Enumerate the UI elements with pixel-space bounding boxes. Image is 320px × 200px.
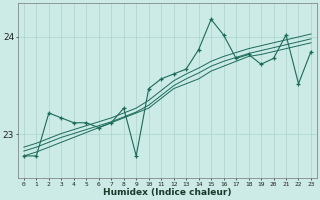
X-axis label: Humidex (Indice chaleur): Humidex (Indice chaleur) <box>103 188 232 197</box>
